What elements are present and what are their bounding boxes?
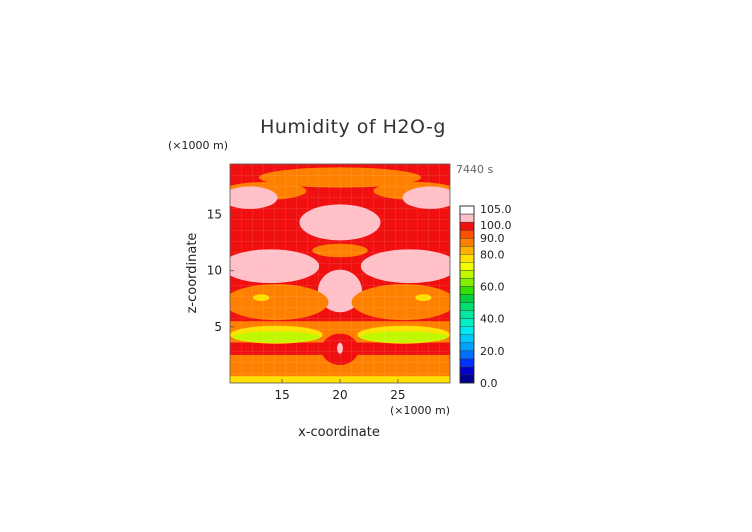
colorbar-swatch (459, 254, 475, 263)
x-tick-label: 15 (274, 388, 289, 402)
y-tick-label: 5 (214, 320, 222, 334)
colorbar-swatch (459, 221, 475, 231)
colorbar-swatch (459, 262, 475, 271)
x-axis-unit: (×1000 m) (390, 404, 450, 417)
colorbar-label: 105.0 (480, 203, 512, 216)
colorbar-frame (459, 205, 475, 384)
colorbar-swatch (459, 326, 475, 335)
colorbar-swatch (459, 278, 475, 287)
colorbar-label: 100.0 (480, 219, 512, 232)
colorbar-swatch (459, 213, 475, 223)
y-axis-label: z-coordinate (185, 233, 200, 314)
x-tick-label: 20 (332, 388, 347, 402)
colorbar-swatch (459, 358, 475, 368)
colorbar-swatch (459, 318, 475, 327)
colorbar-label: 90.0 (480, 232, 505, 245)
colorbar-swatch (459, 350, 475, 360)
colorbar-swatch (459, 229, 475, 239)
y-axis-unit: (×1000 m) (168, 139, 228, 152)
y-tick-label: 10 (207, 264, 222, 278)
colorbar-swatch (459, 374, 475, 384)
plot-grid (230, 164, 450, 383)
colorbar-swatch (459, 294, 475, 303)
colorbar-swatch-top (459, 205, 475, 215)
colorbar-swatch (459, 246, 475, 255)
colorbar-label: 60.0 (480, 280, 505, 293)
colorbar-label: 80.0 (480, 248, 505, 261)
colorbar-swatch (459, 366, 475, 376)
time-label: 7440 s (456, 163, 493, 176)
x-axis-ticks: 15 20 25 (274, 379, 406, 402)
colorbar-label: 40.0 (480, 313, 505, 326)
colorbar-swatch (459, 310, 475, 319)
x-tick-label: 25 (390, 388, 405, 402)
chart-title: Humidity of H2O-g (260, 116, 446, 138)
colorbar-label: 0.0 (480, 377, 498, 390)
colorbar-label: 20.0 (480, 345, 505, 358)
colorbar-swatch (459, 270, 475, 279)
x-axis-label: x-coordinate (298, 425, 380, 440)
colorbar-swatch (459, 342, 475, 352)
y-tick-label: 15 (207, 208, 222, 222)
colorbar-swatch (459, 334, 475, 343)
colorbar-swatch (459, 286, 475, 295)
colorbar-swatch (459, 302, 475, 311)
y-axis-ticks: 5 10 15 (207, 208, 234, 334)
colorbar-swatch (459, 237, 475, 247)
